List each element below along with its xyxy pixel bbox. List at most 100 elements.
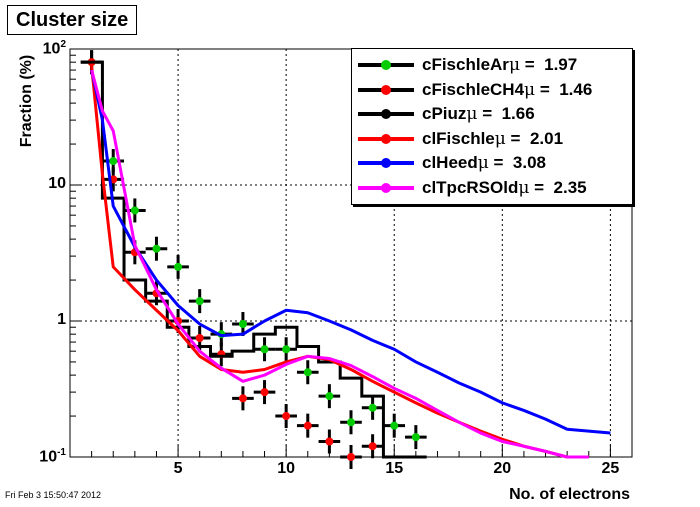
series-line-clTpcRSOld (90, 69, 589, 459)
data-point-cFischleAr (145, 236, 168, 261)
legend-stat-value: 2.35 (553, 177, 587, 197)
point-marker (238, 320, 247, 329)
point-marker (152, 244, 161, 253)
x-tick-label: 20 (493, 460, 512, 477)
series-clHeed (90, 69, 611, 435)
data-point-cFischleAr (253, 337, 276, 362)
legend-stat-value: 3.08 (512, 153, 547, 172)
legend-mu-symbol: μ (477, 153, 489, 173)
legend-marker (381, 109, 391, 119)
axes (70, 54, 611, 458)
legend-separator: = (520, 55, 545, 74)
legend-marker (381, 133, 391, 144)
data-point-cFischleCH4 (361, 434, 384, 459)
x-tick-label: 25 (601, 460, 620, 477)
legend-series-name: clFischle (422, 128, 495, 148)
point-marker (260, 345, 269, 354)
point-marker (303, 368, 312, 377)
legend-mu-symbol: μ (494, 128, 506, 149)
point-marker (325, 437, 334, 446)
y-tick-label: 1 (26, 311, 66, 329)
point-marker (390, 421, 399, 430)
legend-label: clFischleμ = 2.01 (422, 128, 563, 150)
legend-entry-cFischleCH4: cFischleCH4μ = 1.46 (358, 79, 628, 101)
legend-separator: = (505, 128, 530, 148)
point-marker (109, 157, 118, 166)
legend-series-name: cFischleAr (422, 55, 509, 74)
point-marker (238, 394, 247, 403)
point-marker (411, 433, 420, 442)
legend-separator: = (529, 177, 554, 197)
legend-entry-cFischleAr: cFischleArμ = 1.97 (358, 54, 628, 76)
data-point-cFischleCH4 (232, 386, 254, 411)
y-tick-exponent: -1 (57, 447, 66, 458)
legend-entry-clFischle: clFischleμ = 2.01 (358, 128, 628, 150)
y-tick-label: 10 (26, 175, 66, 193)
y-tick-exponent: 2 (60, 39, 66, 50)
point-marker (195, 333, 204, 342)
point-marker (260, 388, 269, 397)
x-tick-label: 15 (385, 460, 404, 477)
series-clTpcRSOld (90, 69, 589, 459)
data-point-cFischleCH4 (318, 429, 341, 454)
legend-mu-symbol: μ (508, 55, 520, 75)
data-point-cFischleCH4 (340, 445, 362, 469)
legend-entry-clTpcRSOld: clTpcRSOldμ = 2.35 (358, 177, 628, 199)
legend-label: clHeedμ = 3.08 (422, 152, 546, 174)
legend-separator: = (488, 153, 513, 172)
data-point-cFischleAr (296, 360, 319, 385)
data-point-cFischleAr (361, 395, 384, 420)
legend-mu-symbol: μ (518, 177, 530, 198)
y-tick-base: 10 (39, 448, 58, 466)
series-step-cPiuz (80, 60, 427, 459)
legend-label: cFischleArμ = 1.97 (422, 54, 577, 76)
legend-marker (381, 158, 391, 168)
series-layer (80, 50, 611, 469)
y-tick-label: 102 (26, 39, 66, 58)
legend-marker (381, 182, 391, 193)
legend-label: clTpcRSOldμ = 2.35 (422, 177, 587, 199)
point-marker (130, 206, 139, 215)
x-tick-label: 5 (173, 460, 183, 477)
point-marker (368, 403, 377, 412)
point-marker (347, 418, 355, 427)
data-point-cFischleCH4 (296, 413, 319, 438)
y-tick-base: 1 (57, 311, 66, 328)
legend-series-name: clHeed (422, 153, 478, 172)
point-marker (195, 297, 204, 306)
legend-separator: = (535, 79, 560, 99)
data-point-cFischleAr (188, 289, 211, 314)
legend-mu-symbol: μ (524, 79, 536, 100)
legend-separator: = (477, 104, 502, 123)
data-point-cFischleCH4 (275, 404, 297, 429)
data-point-cFischleAr (167, 254, 189, 279)
legend-label: cPiuzμ = 1.66 (422, 103, 535, 125)
point-marker (303, 421, 312, 430)
legend-series-name: cFischleCH4 (422, 79, 525, 99)
legend-stat-value: 1.46 (559, 79, 593, 99)
point-marker (368, 442, 377, 451)
timestamp: Fri Feb 3 15:50:47 2012 (5, 490, 102, 500)
point-marker (347, 453, 355, 461)
legend-entry-cPiuz: cPiuzμ = 1.66 (358, 103, 628, 125)
data-point-cFischleAr (232, 312, 254, 337)
point-marker (282, 345, 291, 354)
point-marker (282, 412, 291, 421)
series-line-clHeed (90, 69, 611, 435)
y-tick-base: 10 (48, 175, 66, 192)
data-point-cFischleAr (405, 425, 427, 450)
legend-stat-value: 2.01 (529, 128, 564, 148)
legend-label: cFischleCH4μ = 1.46 (422, 79, 592, 101)
data-point-cFischleCH4 (253, 380, 276, 405)
data-point-cFischleAr (318, 384, 341, 409)
legend-stat-value: 1.97 (544, 55, 578, 74)
data-point-cFischleAr (275, 337, 297, 362)
point-marker (174, 262, 183, 271)
y-tick-label: 10-1 (26, 447, 66, 466)
chart-title: Cluster size (7, 5, 138, 35)
x-tick-label: 10 (277, 460, 296, 477)
legend-stat-value: 1.66 (501, 104, 535, 123)
legend-entry-clHeed: clHeedμ = 3.08 (358, 152, 628, 174)
legend-series-name: clTpcRSOld (422, 177, 519, 197)
legend-marker (381, 84, 391, 95)
